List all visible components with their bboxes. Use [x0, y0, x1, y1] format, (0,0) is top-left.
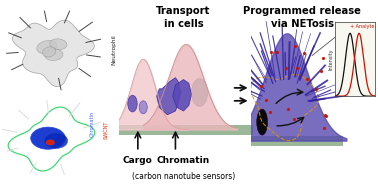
Ellipse shape	[42, 47, 56, 57]
Text: Transport
in cells: Transport in cells	[156, 6, 211, 29]
Ellipse shape	[50, 39, 67, 50]
Text: Cargo: Cargo	[123, 156, 153, 165]
Text: Chromatin: Chromatin	[157, 156, 210, 165]
Ellipse shape	[45, 49, 63, 60]
Ellipse shape	[37, 41, 57, 54]
Ellipse shape	[139, 101, 147, 114]
Text: Chromatin: Chromatin	[89, 111, 94, 137]
Ellipse shape	[128, 95, 137, 112]
Text: + Analyte: + Analyte	[350, 24, 375, 29]
Y-axis label: Intensity: Intensity	[328, 48, 333, 70]
Text: (carbon nanotube sensors): (carbon nanotube sensors)	[132, 172, 235, 181]
Text: Programmed release
via NETosis: Programmed release via NETosis	[243, 6, 361, 29]
Polygon shape	[156, 78, 181, 115]
Ellipse shape	[31, 127, 65, 149]
Text: Neutrophil: Neutrophil	[111, 35, 116, 65]
Ellipse shape	[257, 109, 268, 135]
Polygon shape	[173, 80, 192, 111]
FancyBboxPatch shape	[251, 136, 342, 146]
Ellipse shape	[45, 133, 68, 148]
Polygon shape	[12, 20, 94, 87]
Ellipse shape	[46, 140, 54, 145]
Text: SWCNT: SWCNT	[103, 120, 108, 139]
Ellipse shape	[192, 79, 208, 106]
FancyBboxPatch shape	[119, 125, 253, 135]
